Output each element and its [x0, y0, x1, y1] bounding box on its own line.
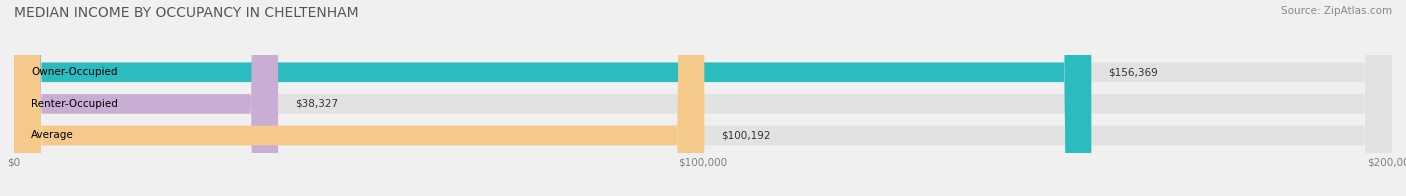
Text: Source: ZipAtlas.com: Source: ZipAtlas.com: [1281, 6, 1392, 16]
Text: Renter-Occupied: Renter-Occupied: [31, 99, 118, 109]
FancyBboxPatch shape: [14, 0, 1392, 196]
FancyBboxPatch shape: [14, 0, 1392, 196]
FancyBboxPatch shape: [14, 0, 1091, 196]
Text: Average: Average: [31, 131, 75, 141]
Text: MEDIAN INCOME BY OCCUPANCY IN CHELTENHAM: MEDIAN INCOME BY OCCUPANCY IN CHELTENHAM: [14, 6, 359, 20]
Text: $156,369: $156,369: [1108, 67, 1159, 77]
FancyBboxPatch shape: [14, 0, 704, 196]
Text: Owner-Occupied: Owner-Occupied: [31, 67, 118, 77]
Text: $38,327: $38,327: [295, 99, 339, 109]
Text: $100,192: $100,192: [721, 131, 770, 141]
FancyBboxPatch shape: [14, 0, 278, 196]
FancyBboxPatch shape: [14, 0, 1392, 196]
